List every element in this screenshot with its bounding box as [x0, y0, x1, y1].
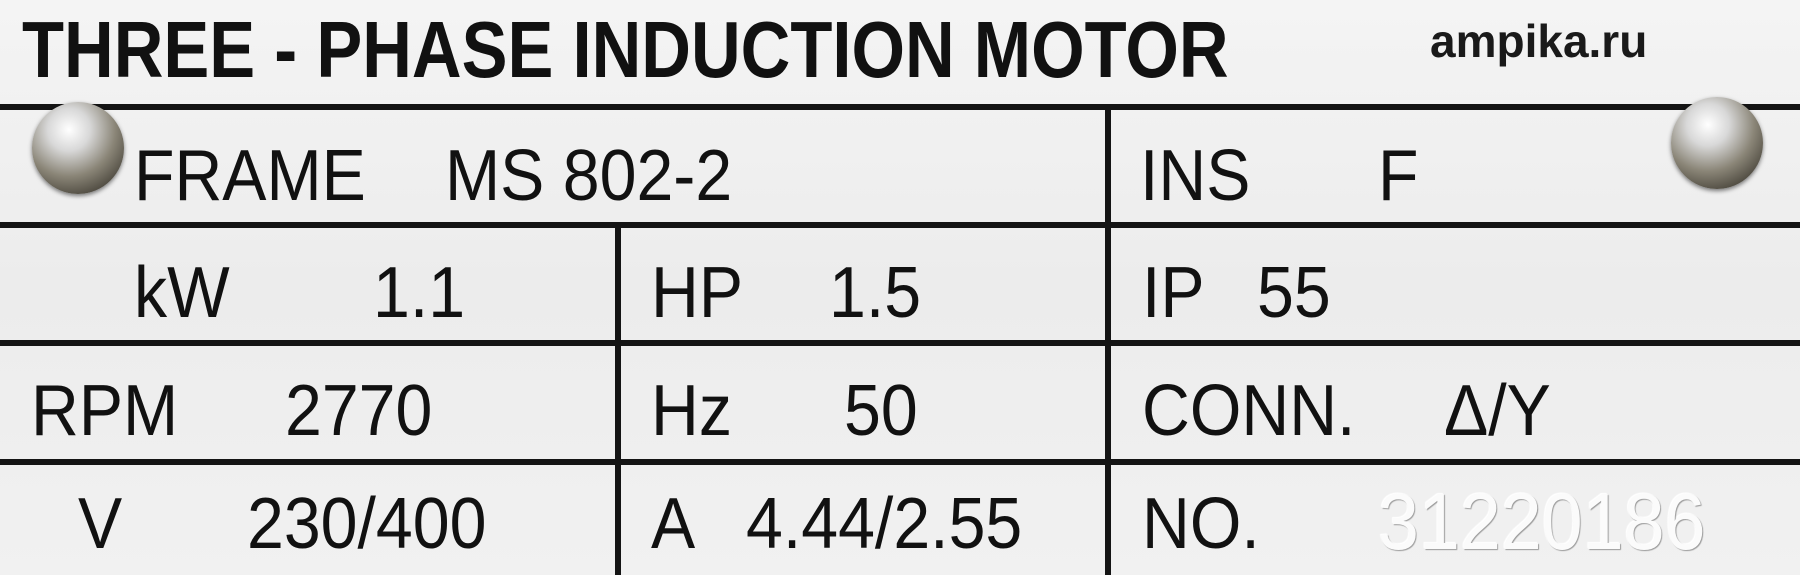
current-label: A [651, 484, 696, 564]
divider [0, 104, 1800, 110]
ip-label: IP [1142, 253, 1205, 333]
divider [0, 459, 1800, 465]
voltage-value: 230/400 [247, 484, 487, 564]
plate-title: THREE - PHASE INDUCTION MOTOR [22, 5, 1229, 94]
current-value: 4.44/2.55 [746, 484, 1023, 564]
conn-label: CONN. [1142, 371, 1356, 451]
serial-value: 31220186 [1378, 477, 1706, 566]
voltage-label: V [78, 484, 123, 564]
divider [0, 340, 1800, 346]
hz-value: 50 [844, 371, 918, 451]
frame-label: FRAME [134, 136, 366, 216]
divider [615, 225, 621, 575]
serial-label: NO. [1142, 484, 1260, 564]
ins-value: F [1378, 136, 1419, 216]
screw-icon [1671, 97, 1763, 189]
screw-icon [32, 102, 124, 194]
rpm-label: RPM [31, 371, 179, 451]
hp-value: 1.5 [829, 253, 922, 333]
rpm-value: 2770 [285, 371, 433, 451]
divider [1105, 107, 1111, 575]
kw-label: kW [134, 253, 230, 333]
brand-watermark: ampika.ru [1430, 15, 1648, 67]
ins-label: INS [1140, 136, 1251, 216]
conn-value: Δ/Y [1444, 371, 1551, 451]
divider [0, 222, 1800, 228]
ip-value: 55 [1257, 253, 1331, 333]
hp-label: HP [651, 253, 744, 333]
hz-label: Hz [651, 371, 732, 451]
frame-value: MS 802-2 [445, 136, 733, 216]
kw-value: 1.1 [373, 253, 466, 333]
